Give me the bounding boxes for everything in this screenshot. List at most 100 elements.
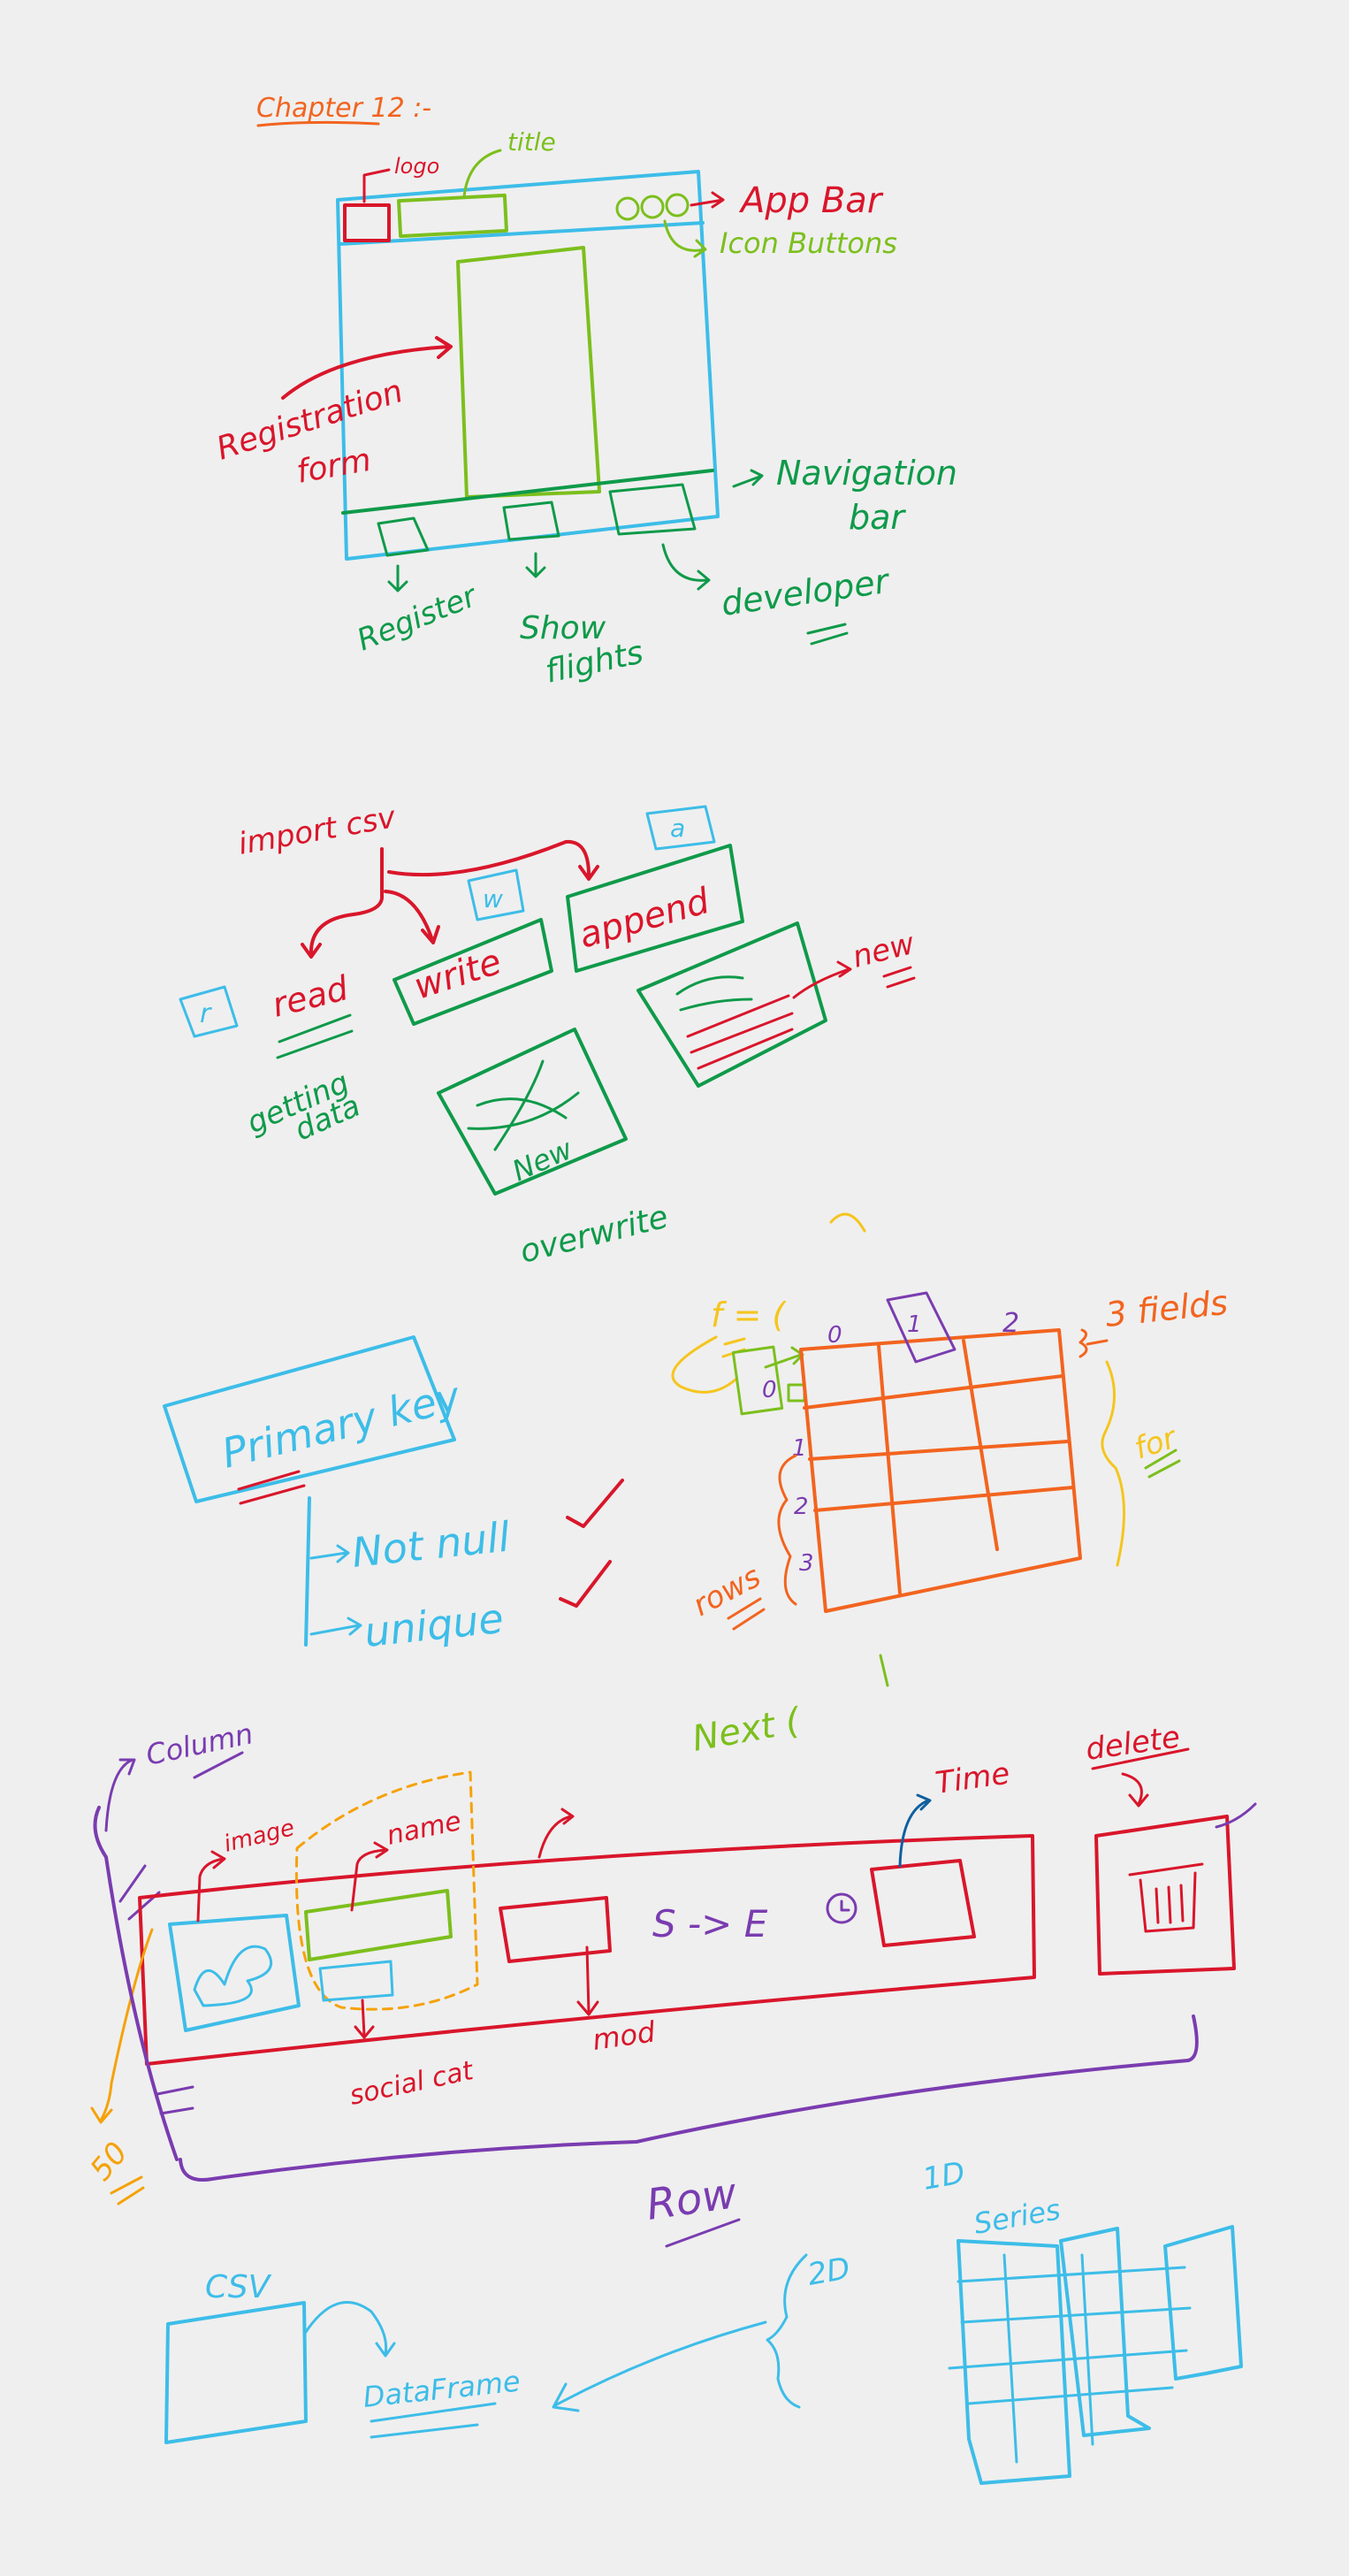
icon-button-3	[665, 193, 690, 218]
new-underline	[882, 966, 916, 989]
new-in-box-label: New	[507, 1132, 578, 1188]
next-paren-close	[879, 1654, 889, 1687]
navigation-bar-arrow	[732, 469, 764, 488]
not-null-arrow	[309, 1544, 350, 1563]
f-paren	[829, 1212, 866, 1233]
name-box	[304, 1889, 453, 1961]
nav-button-show-flights	[502, 501, 560, 541]
next-label: Next (	[690, 1701, 805, 1760]
append-new-lines	[686, 994, 794, 1070]
row-zero-marker	[731, 1345, 784, 1416]
col-index-0: 0	[827, 1322, 842, 1349]
delete-purple-tick	[1215, 1802, 1257, 1829]
fifty-arrow	[90, 1928, 154, 2124]
primary-key-underline	[237, 1470, 306, 1505]
fields-label: 3 fields	[1103, 1283, 1230, 1334]
app-bar-arrow	[690, 191, 725, 209]
f-arrow	[671, 1335, 737, 1394]
fifty-underline	[110, 2175, 145, 2205]
row-ticks	[156, 2085, 194, 2115]
delete-underline	[1091, 1747, 1190, 1770]
nav-button-register	[377, 516, 430, 557]
time-arrow	[898, 1793, 932, 1868]
read-label: read	[269, 968, 353, 1025]
row-index-0: 0	[762, 1377, 777, 1403]
not-null-label: Not null	[350, 1512, 513, 1576]
append-target-box	[636, 921, 827, 1088]
clock-icon	[826, 1892, 857, 1924]
icon-buttons-arrow	[663, 219, 707, 258]
r-badge	[179, 985, 239, 1038]
title-box	[397, 193, 508, 239]
clock-hands	[840, 1900, 850, 1912]
row-label: Row	[644, 2168, 741, 2230]
social-cat-label: social cat	[347, 2055, 476, 2112]
name-group-outline	[294, 1770, 479, 2011]
import-csv-label: import csv	[236, 799, 400, 862]
csv-box	[164, 2301, 308, 2444]
mod-arrow	[576, 1945, 599, 2016]
table-outline	[799, 1328, 1082, 1613]
title-arrow	[462, 149, 502, 198]
section-row-diagram: Next ( Column image name social cat mod …	[83, 1654, 1257, 2248]
primary-key-label: Primary key	[217, 1372, 466, 1477]
table-col-line-1	[877, 1344, 902, 1595]
new-arrow	[792, 960, 852, 999]
fields-brace	[1078, 1328, 1109, 1358]
overwrite-scribble	[467, 1059, 580, 1151]
app-bar-divider	[338, 221, 705, 246]
rows-brace	[777, 1454, 797, 1606]
phone-frame	[336, 170, 720, 561]
row-underline	[665, 2218, 741, 2248]
show-flights-arrow	[525, 552, 546, 578]
for-brace	[1101, 1360, 1126, 1567]
append-box	[566, 844, 744, 973]
series-box-1	[956, 2239, 1071, 2485]
icon-buttons-label: Icon Buttons	[720, 226, 897, 260]
time-label: Time	[934, 1756, 1012, 1801]
navigation-bar-line	[341, 469, 714, 515]
for-label: for	[1130, 1419, 1182, 1466]
logo-box	[343, 203, 391, 242]
a-badge-label: a	[670, 814, 685, 843]
overwrite-box	[437, 1028, 628, 1196]
two-d-brace	[766, 2253, 808, 2409]
image-box	[168, 1914, 301, 2032]
two-d-arrow	[552, 2320, 767, 2412]
r-badge-label: r	[200, 998, 212, 1029]
write-box	[393, 918, 553, 1026]
row-zero-arrow	[764, 1346, 804, 1369]
csv-label: CSV	[205, 2269, 272, 2305]
register-arrow	[387, 564, 408, 592]
read-underline	[276, 1013, 354, 1059]
developer-underline	[806, 623, 849, 646]
w-badge	[467, 868, 525, 921]
csv-arrow	[302, 2301, 396, 2358]
col-index-2: 2	[1002, 1308, 1019, 1339]
logo-arrow	[362, 168, 391, 203]
section-csv-modes: import csv r w a read getting data write…	[179, 799, 918, 1271]
registration-form-label-2: form	[293, 442, 373, 491]
primary-key-stem	[304, 1496, 311, 1647]
row-index-2: 2	[794, 1494, 809, 1520]
primary-key-box	[163, 1335, 456, 1503]
section-primary-key-table: Primary key Not null unique f = ( 0 1 2 …	[163, 1212, 1230, 1656]
branch-write	[384, 890, 440, 944]
unique-check	[559, 1560, 612, 1608]
row-box	[138, 1834, 1036, 2066]
s-to-e-label: S -> E	[652, 1902, 768, 1945]
append-existing-line-1	[675, 975, 744, 996]
logo-label: logo	[394, 154, 439, 179]
section-app-wireframe: Chapter 12 :- logo title App Bar Icon Bu…	[212, 93, 957, 691]
branch-append	[387, 839, 599, 881]
write-label: write	[409, 942, 507, 1008]
developer-label: developer	[719, 562, 893, 623]
series-grid-lines	[948, 2266, 1192, 2405]
top-arrow	[537, 1808, 575, 1859]
delete-box	[1094, 1815, 1236, 1976]
social-cat-box	[318, 1960, 394, 2002]
icon-button-2	[640, 195, 665, 219]
name-label: name	[384, 1806, 463, 1852]
image-arrow	[196, 1850, 226, 1922]
app-bar-label: App Bar	[738, 180, 884, 221]
